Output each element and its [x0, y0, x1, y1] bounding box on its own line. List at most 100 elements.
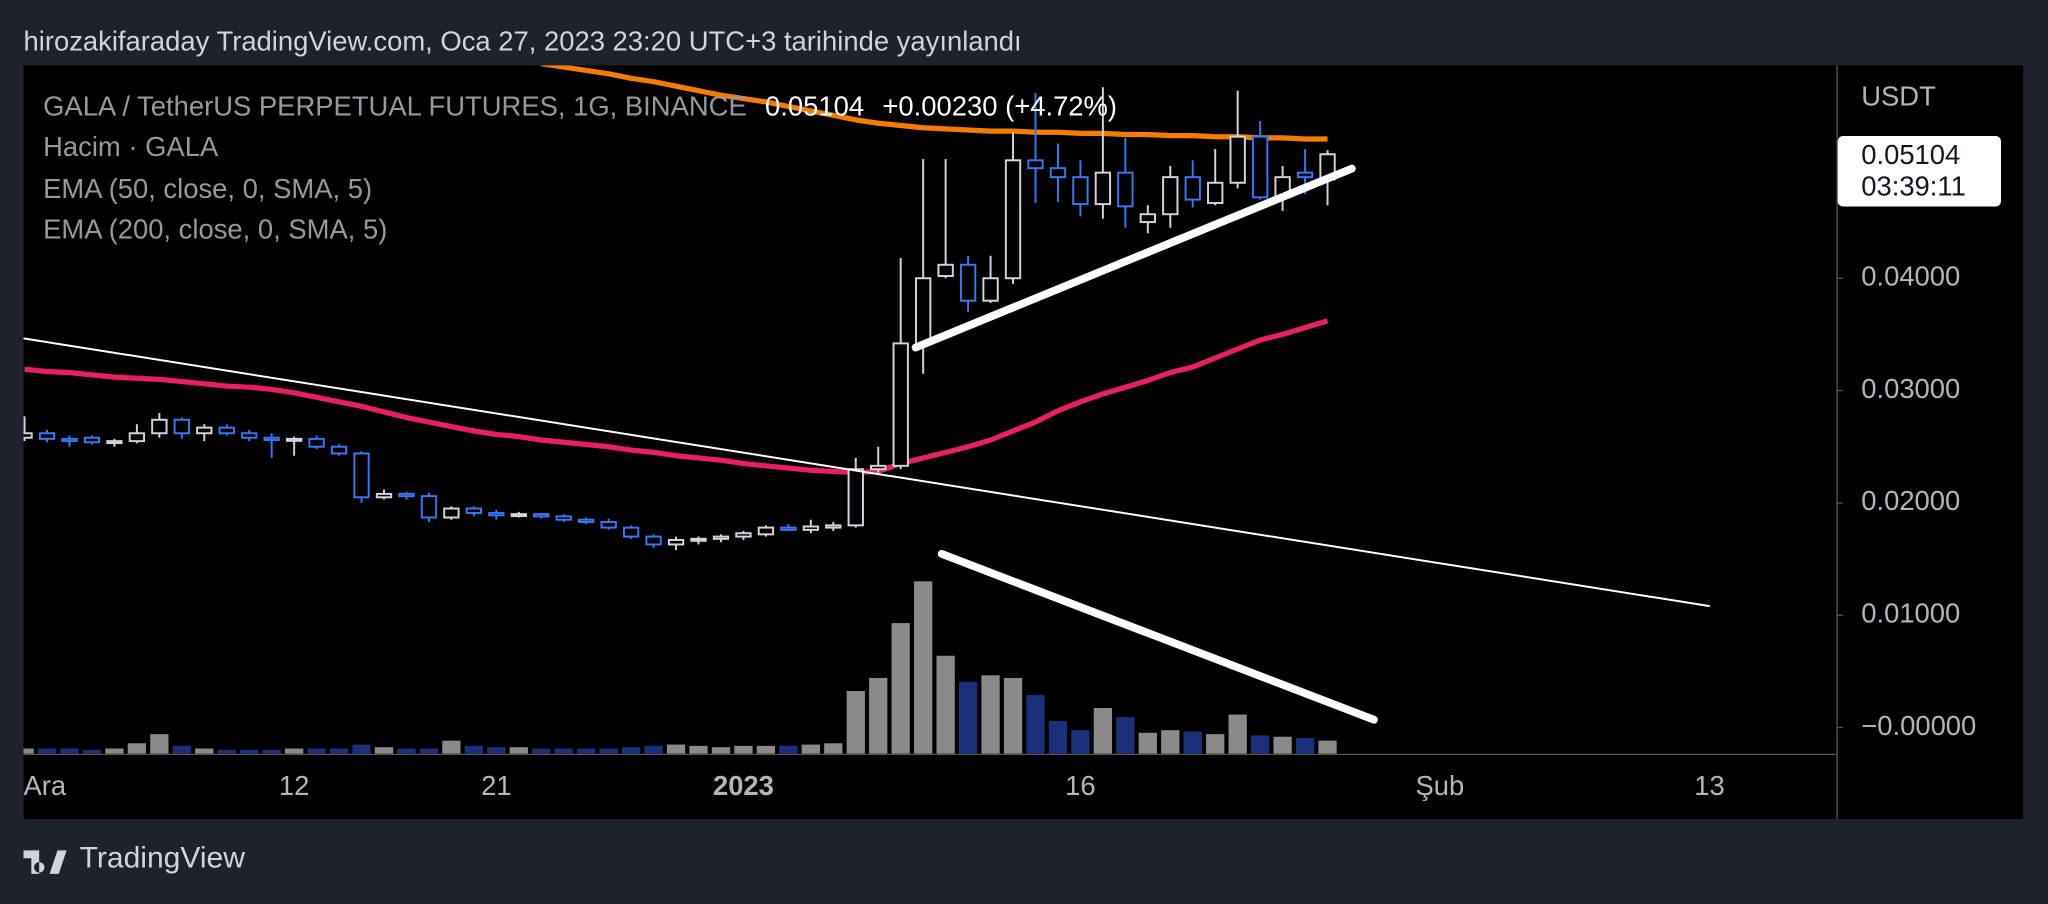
volume-bar: [1048, 721, 1068, 754]
candle-body: [1207, 181, 1224, 204]
volume-bar: [60, 748, 79, 754]
volume-bar: [37, 748, 57, 754]
candle-body: [420, 495, 438, 519]
legend-change: +0.00230 (+4.72%): [882, 91, 1117, 122]
volume-bar: [599, 748, 618, 754]
volume-bar: [397, 748, 416, 754]
volume-bar: [779, 745, 798, 754]
volume-bar: [262, 749, 281, 754]
ema-line: [24, 318, 1329, 476]
volume-bar: [150, 734, 169, 754]
volume-bar: [1116, 717, 1135, 754]
volume-bar: [1026, 694, 1045, 754]
volume-bar: [577, 748, 596, 754]
volume-bar: [532, 748, 551, 754]
candle-body: [1162, 176, 1179, 216]
volume-bar: [1003, 677, 1023, 754]
candle-body: [218, 426, 235, 435]
candle-body: [1139, 213, 1156, 224]
candle-body: [398, 492, 415, 498]
candle-body: [353, 452, 370, 499]
candle-body: [241, 432, 258, 439]
candle-body: [1049, 167, 1067, 179]
volume-bar: [374, 747, 394, 754]
volume-bar: [442, 740, 461, 754]
candle-body: [870, 464, 887, 471]
chart-panel: [23, 65, 2024, 820]
y-tick-label: 0.03000: [1861, 373, 1960, 404]
last-price-box: [1837, 135, 2001, 207]
countdown-label: 03:39:11: [1861, 170, 1966, 201]
candle-body: [510, 513, 527, 518]
candle-body: [1184, 176, 1201, 201]
legend-entry: EMA (200, close, 0, SMA, 5): [43, 214, 387, 245]
candle-body: [1072, 176, 1089, 206]
candle-body: [578, 518, 595, 523]
volume-bar: [172, 745, 191, 754]
volume-bar: [644, 745, 663, 754]
candle-body: [1094, 171, 1112, 206]
candle-body: [308, 437, 325, 448]
volume-bar: [1206, 734, 1225, 754]
volume-bar: [217, 749, 236, 754]
legend-title: GALA / TetherUS PERPETUAL FUTURES, 1G, B…: [43, 91, 747, 122]
candle-body: [1004, 159, 1022, 280]
candle-body: [982, 277, 999, 302]
candle-body: [555, 515, 572, 521]
trend-line: [23, 337, 1710, 608]
x-tick-label: 12: [279, 770, 309, 801]
volume-bar: [689, 745, 708, 754]
volume-bar: [1093, 708, 1113, 754]
volume-bar: [240, 749, 259, 754]
candle-body: [1117, 171, 1134, 208]
volume-bar: [756, 745, 776, 754]
candle-body: [151, 418, 168, 435]
candle-body: [375, 492, 393, 499]
volume-bar: [195, 748, 214, 754]
ema-line: [540, 65, 1328, 142]
candle-body: [735, 532, 752, 538]
candle-body: [712, 535, 730, 540]
volume-bar: [621, 747, 641, 754]
volume-bar: [464, 745, 484, 754]
volume-bar: [824, 743, 843, 754]
candle-body: [1251, 135, 1269, 199]
candle-body: [465, 507, 483, 514]
volume-bar: [419, 748, 439, 754]
candle-body: [330, 445, 348, 455]
candle-body: [443, 507, 460, 519]
volume-bar: [307, 748, 326, 754]
candle-body: [533, 513, 550, 518]
candle-body: [600, 521, 617, 529]
candle-body: [667, 538, 685, 546]
candle-body: [1027, 159, 1044, 170]
volume-bar: [1183, 731, 1202, 754]
y-tick-label: 0.04000: [1861, 260, 1960, 291]
volume-bar: [981, 675, 1000, 754]
volume-bar: [487, 747, 506, 754]
y-tick-label: −0.00000: [1861, 710, 1976, 741]
volume-trend-line: [937, 549, 1378, 724]
volume-bar: [1251, 735, 1270, 754]
candle-body: [1229, 135, 1246, 184]
volume-bar: [711, 747, 731, 754]
candle-body: [488, 512, 505, 517]
volume-bar: [1161, 730, 1180, 754]
volume-bar: [1273, 736, 1292, 754]
volume-bar: [958, 681, 978, 754]
candle-body: [196, 426, 213, 435]
candle-body: [622, 526, 640, 538]
candle-body: [38, 432, 56, 440]
y-tick-label: 0.02000: [1861, 485, 1960, 516]
y-tick-label: 0.01000: [1861, 597, 1960, 628]
candle-body: [106, 440, 123, 445]
x-tick-label: Ara: [24, 770, 67, 801]
publish-info: hirozakifaraday TradingView.com, Oca 27,…: [24, 25, 1022, 56]
volume-bar: [1318, 740, 1337, 754]
candle-body: [780, 526, 797, 531]
volume-bar: [869, 677, 888, 754]
x-tick-label: 13: [1694, 770, 1724, 801]
volume-bar: [352, 744, 371, 754]
legend-entry: EMA (50, close, 0, SMA, 5): [43, 173, 372, 204]
candle-body: [61, 437, 78, 443]
